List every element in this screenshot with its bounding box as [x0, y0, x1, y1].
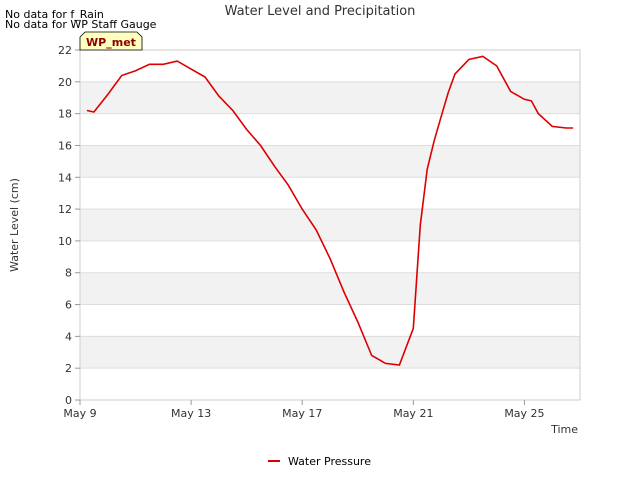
y-tick-label: 0 — [65, 394, 72, 407]
legend: Water Pressure — [268, 455, 371, 468]
y-tick-label: 8 — [65, 267, 72, 280]
background-band — [80, 209, 580, 241]
chart-title: Water Level and Precipitation — [225, 4, 416, 19]
no-data-note-staff-gauge: No data for WP Staff Gauge — [5, 18, 157, 31]
legend-label: Water Pressure — [288, 455, 371, 468]
no-data-note-rain: No data for f_Rain — [5, 8, 104, 21]
background-band — [80, 81, 580, 114]
background-band — [80, 336, 580, 369]
y-tick-label: 4 — [65, 330, 72, 343]
y-tick-label: 12 — [58, 203, 72, 216]
y-tick-label: 20 — [58, 76, 72, 89]
y-tick-label: 10 — [58, 235, 72, 248]
gridlines — [80, 49, 580, 401]
x-axis-label: Time — [550, 423, 578, 436]
background-band — [80, 272, 580, 305]
y-tick-label: 16 — [58, 139, 72, 152]
y-axis-label: Water Level (cm) — [8, 178, 21, 272]
y-tick-label: 2 — [65, 362, 72, 375]
x-tick-label: May 21 — [393, 407, 433, 420]
x-tick-label: May 17 — [282, 407, 322, 420]
plot-frame — [79, 49, 581, 401]
badge-label: WP_met — [86, 36, 136, 49]
background-band — [80, 145, 580, 178]
x-tick-label: May 25 — [504, 407, 544, 420]
y-tick-label: 6 — [65, 299, 72, 312]
x-axis-ticks: May 9 May 13 May 17 May 21 May 25 — [63, 400, 545, 420]
y-tick-label: 18 — [58, 108, 72, 121]
series-line-water-pressure — [86, 55, 574, 366]
y-axis-ticks: 0 2 4 6 8 10 12 14 16 18 20 22 — [58, 44, 80, 407]
background-bands — [80, 81, 580, 369]
x-tick-label: May 13 — [171, 407, 211, 420]
badge: WP_met — [79, 31, 143, 51]
y-tick-label: 14 — [58, 171, 72, 184]
x-tick-label: May 9 — [63, 407, 96, 420]
y-tick-label: 22 — [58, 44, 72, 57]
badge-box — [79, 31, 143, 51]
